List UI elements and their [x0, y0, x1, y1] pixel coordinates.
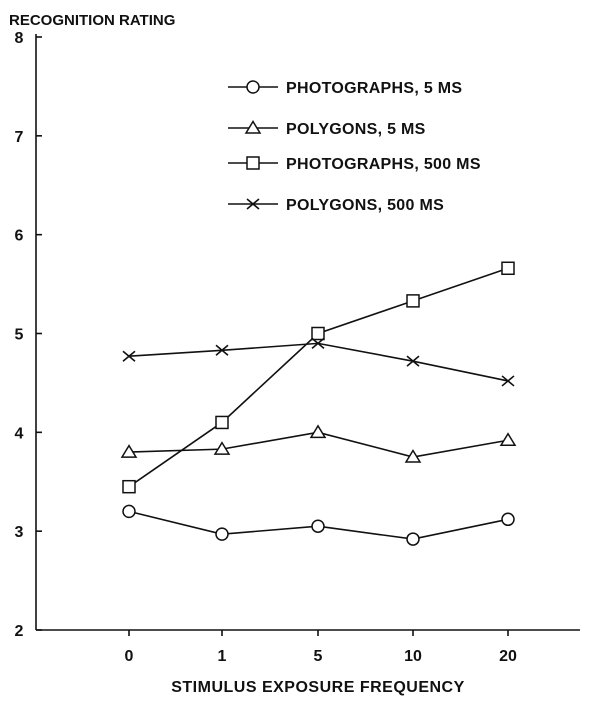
x-tick-label: 0	[125, 648, 134, 665]
data-point	[120, 444, 138, 458]
y-tick-label: 8	[15, 30, 24, 47]
x-tick-label: 10	[404, 648, 422, 665]
y-ticks: 2 3 4 5 6 7 8	[15, 30, 42, 640]
data-point	[309, 424, 327, 439]
data-point	[122, 504, 136, 519]
series-x	[122, 337, 515, 387]
series-group	[120, 261, 517, 546]
y-tick-label: 6	[15, 228, 24, 245]
data-point	[122, 350, 136, 362]
legend: PHOTOGRAPHS, 5 MS POLYGONS, 5 MS PHOTOGRAP…	[228, 80, 481, 214]
legend-label: PHOTOGRAPHS, 5 MS	[286, 80, 462, 97]
data-point	[499, 432, 517, 446]
legend-item: POLYGONS, 500 MS	[228, 197, 444, 214]
legend-label: POLYGONS, 5 MS	[286, 121, 426, 138]
data-point	[213, 441, 231, 455]
data-point	[406, 532, 420, 546]
data-point	[404, 449, 422, 463]
legend-item: PHOTOGRAPHS, 5 MS	[228, 80, 462, 97]
x-tick-label: 20	[499, 648, 517, 665]
data-point	[215, 344, 229, 356]
data-point	[501, 375, 515, 387]
series-line	[128, 267, 509, 488]
series-triangle	[120, 424, 517, 463]
data-point	[406, 355, 420, 367]
data-point	[311, 326, 325, 341]
data-point	[406, 294, 420, 308]
series-line	[128, 342, 509, 382]
data-point	[311, 337, 325, 349]
y-axis-label: RECOGNITION RATING	[9, 12, 175, 29]
y-tick-label: 4	[15, 425, 24, 442]
series-circle	[122, 504, 515, 546]
series-square	[122, 261, 515, 494]
y-tick-label: 3	[15, 524, 24, 541]
legend-item: POLYGONS, 5 MS	[228, 120, 426, 138]
legend-marker	[246, 198, 260, 210]
legend-marker	[244, 120, 262, 134]
legend-marker	[246, 156, 260, 170]
legend-marker	[246, 80, 260, 94]
legend-label: PHOTOGRAPHS, 500 MS	[286, 156, 481, 173]
data-point	[215, 527, 229, 541]
y-tick-label: 2	[15, 623, 24, 640]
y-tick-label: 7	[15, 129, 24, 146]
legend-item: PHOTOGRAPHS, 500 MS	[228, 156, 481, 173]
x-axis-label: STIMULUS EXPOSURE FREQUENCY	[171, 679, 465, 696]
data-point	[311, 519, 325, 533]
x-tick-label: 5	[314, 648, 323, 665]
data-point	[215, 415, 229, 430]
x-ticks: 0 1 5 10 20	[125, 630, 517, 665]
y-tick-label: 5	[15, 327, 24, 344]
x-tick-label: 1	[218, 648, 227, 665]
data-point	[501, 261, 515, 276]
legend-label: POLYGONS, 500 MS	[286, 197, 444, 214]
data-point	[122, 479, 136, 494]
data-point	[501, 512, 515, 527]
